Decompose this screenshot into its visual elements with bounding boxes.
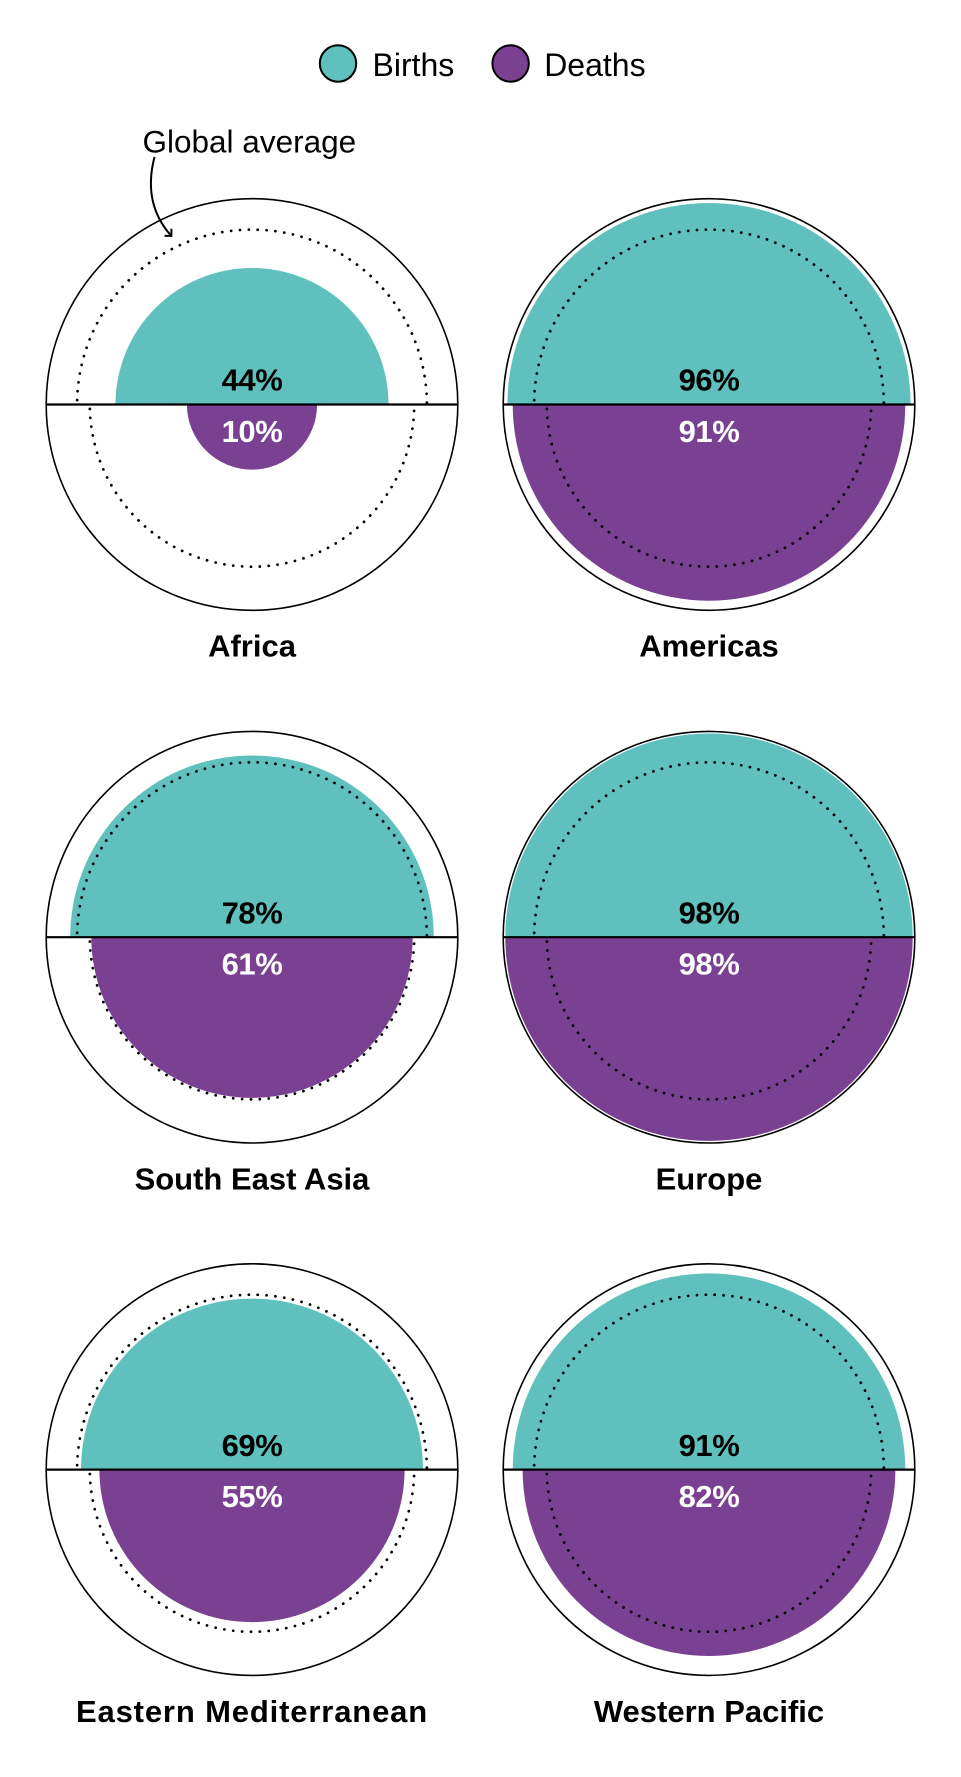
svg-text:82%: 82% xyxy=(679,1479,740,1514)
svg-text:98%: 98% xyxy=(679,895,740,930)
svg-text:78%: 78% xyxy=(222,895,283,930)
svg-text:Eastern Mediterranean: Eastern Mediterranean xyxy=(76,1694,428,1729)
svg-text:10%: 10% xyxy=(222,414,283,449)
svg-text:Africa: Africa xyxy=(208,629,297,664)
svg-text:91%: 91% xyxy=(679,414,740,449)
svg-text:61%: 61% xyxy=(222,947,283,982)
svg-text:Western Pacific: Western Pacific xyxy=(594,1694,824,1729)
svg-text:44%: 44% xyxy=(222,363,283,398)
svg-text:Deaths: Deaths xyxy=(544,47,645,83)
svg-text:Americas: Americas xyxy=(639,629,779,664)
svg-text:Global average: Global average xyxy=(143,124,357,160)
svg-text:98%: 98% xyxy=(679,947,740,982)
svg-text:Europe: Europe xyxy=(656,1161,763,1196)
svg-text:55%: 55% xyxy=(222,1479,283,1514)
svg-text:Births: Births xyxy=(373,47,455,83)
svg-text:91%: 91% xyxy=(679,1428,740,1463)
svg-text:69%: 69% xyxy=(222,1428,283,1463)
svg-text:96%: 96% xyxy=(679,363,740,398)
svg-text:South East Asia: South East Asia xyxy=(135,1161,371,1196)
